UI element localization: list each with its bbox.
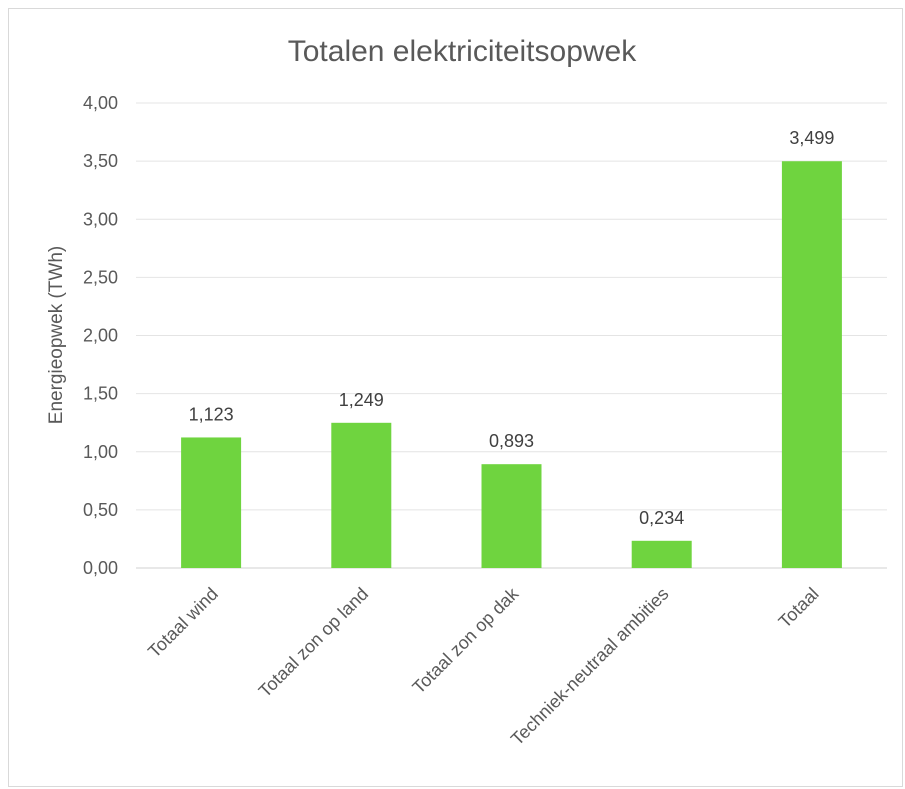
- bars: [181, 161, 842, 568]
- y-tick-label: 0,50: [83, 500, 118, 520]
- data-label: 0,893: [489, 431, 534, 451]
- y-tick-label: 1,50: [83, 384, 118, 404]
- x-tick-label: Totaal zon op dak: [408, 583, 523, 698]
- y-tick-label: 2,00: [83, 326, 118, 346]
- x-tick-label: Techniek-neutraal ambities: [507, 584, 673, 750]
- y-tick-label: 1,00: [83, 442, 118, 462]
- x-tick-label: Totaal wind: [144, 584, 222, 662]
- x-tick-labels: Totaal wind Totaal zon op land Totaal zon …: [144, 583, 823, 749]
- bar: [781, 161, 842, 568]
- data-label: 0,234: [639, 508, 684, 528]
- y-tick-label: 2,50: [83, 267, 118, 287]
- gridlines: [136, 102, 887, 569]
- data-label: 1,249: [339, 390, 384, 410]
- chart-frame: [8, 8, 903, 787]
- y-tick-label: 3,00: [83, 209, 118, 229]
- y-tick-labels: 0,00 0,50 1,00 1,50 2,00 2,50 3,00 3,50 4,00: [83, 93, 118, 578]
- bar: [181, 437, 242, 568]
- x-tick-label: Totaal: [775, 584, 823, 632]
- bar: [481, 464, 542, 568]
- y-tick-label: 3,50: [83, 151, 118, 171]
- bar: [331, 422, 392, 568]
- data-label: 3,499: [789, 128, 834, 148]
- x-tick-label: Totaal zon op land: [255, 584, 372, 701]
- bar: [631, 540, 692, 568]
- data-labels: 1,123 1,249 0,893 0,234 3,499: [189, 128, 835, 528]
- y-tick-label: 4,00: [83, 93, 118, 113]
- chart-title: Totalen elektriciteitsopwek: [288, 35, 638, 68]
- y-tick-label: 0,00: [83, 558, 118, 578]
- data-label: 1,123: [189, 404, 234, 424]
- y-axis-label: Energieopwek (TWh): [46, 246, 67, 424]
